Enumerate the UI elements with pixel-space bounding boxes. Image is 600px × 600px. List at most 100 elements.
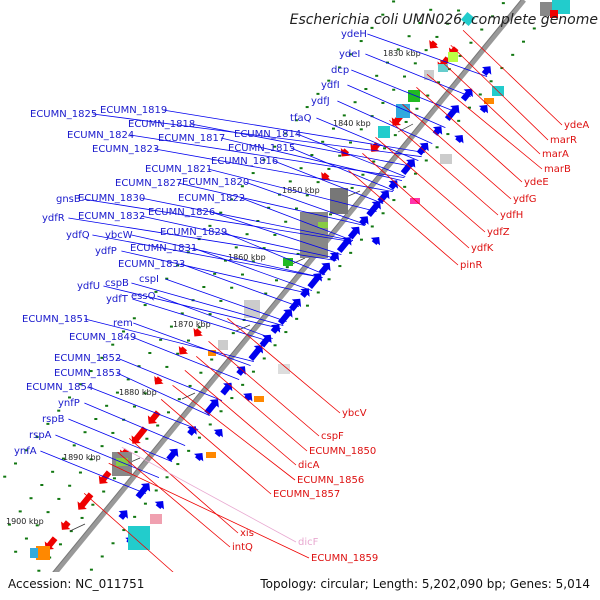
forward-gene-label: ydfJ xyxy=(311,96,330,107)
track-dot xyxy=(89,458,93,461)
feature-red xyxy=(550,10,558,18)
forward-gene-arrow xyxy=(444,105,460,121)
track-dot xyxy=(285,266,289,269)
track-dot xyxy=(273,233,277,236)
track-dot xyxy=(72,444,76,447)
reverse-label-leader xyxy=(348,169,459,266)
genome-summary-text: Topology: circular; Length: 5,202,090 bp… xyxy=(259,577,590,591)
accession-text: Accession: NC_011751 xyxy=(8,577,144,591)
track-dot xyxy=(415,107,419,110)
track-dot xyxy=(375,74,379,77)
track-dot xyxy=(407,35,411,38)
track-dot xyxy=(348,53,352,56)
track-dot xyxy=(305,304,309,307)
track-dot xyxy=(154,489,158,492)
forward-gene-label: dcp xyxy=(331,65,349,76)
track-dot xyxy=(143,502,147,505)
forward-label-leader xyxy=(84,402,186,447)
track-dot xyxy=(61,457,65,460)
track-dot xyxy=(418,22,422,25)
forward-gene-label: ybcW xyxy=(105,230,133,241)
track-dot xyxy=(404,120,408,123)
forward-gene-arrow xyxy=(236,366,246,376)
reverse-gene-arrow xyxy=(61,520,71,530)
feature-lime xyxy=(318,222,328,228)
reverse-label-leader xyxy=(160,398,272,495)
track-dot xyxy=(132,317,136,320)
track-dot xyxy=(349,141,353,144)
track-dot xyxy=(78,471,82,474)
forward-label-leader xyxy=(92,113,422,158)
track-dot xyxy=(316,181,320,184)
feature-green xyxy=(283,258,293,266)
tick-label: 1830 kbp xyxy=(383,49,421,58)
reverse-label-leader xyxy=(108,462,310,559)
reverse-gene-label: ECUMN_1859 xyxy=(311,553,378,564)
track-dot xyxy=(251,260,255,263)
track-dot xyxy=(240,185,244,188)
feature-lime xyxy=(116,458,128,466)
forward-label-leader xyxy=(133,322,251,367)
track-dot xyxy=(327,278,331,281)
feature-green xyxy=(408,90,420,102)
track-dot xyxy=(234,246,238,249)
track-dot xyxy=(458,54,462,57)
forward-gene-arrow xyxy=(300,288,310,298)
reverse-gene-arrow xyxy=(131,426,148,444)
track-dot xyxy=(359,128,363,131)
feature-lime xyxy=(448,52,458,62)
forward-gene-label: ynfP xyxy=(58,398,80,409)
forward-gene-arrow xyxy=(118,510,128,520)
forward-gene-label: cspI xyxy=(139,274,159,285)
track-dot xyxy=(68,484,72,487)
track-dot xyxy=(284,220,288,223)
track-dot xyxy=(403,75,407,78)
forward-gene-label: ECUMN_1823 xyxy=(92,144,159,155)
track-dot xyxy=(176,352,180,355)
track-dot xyxy=(426,94,430,97)
track-dot xyxy=(241,383,245,386)
track-dot xyxy=(91,503,95,506)
track-dot xyxy=(89,568,93,571)
forward-gene-label: ECUMN_1851 xyxy=(22,314,89,325)
forward-gene-label: ydfQ xyxy=(66,230,90,241)
track-dot xyxy=(137,365,141,368)
forward-gene-arrow xyxy=(481,66,492,76)
reverse-gene-arrow xyxy=(429,40,439,49)
forward-label-leader xyxy=(140,197,353,242)
track-dot xyxy=(284,331,288,334)
track-dot xyxy=(251,172,255,175)
forward-label-leader xyxy=(55,434,160,479)
forward-gene-label: ECUMN_1827 xyxy=(115,178,182,189)
forward-label-leader xyxy=(131,234,323,279)
track-dot xyxy=(296,252,300,255)
track-dot xyxy=(393,134,397,137)
track-dot xyxy=(3,475,7,478)
forward-gene-label: ydeI xyxy=(339,49,360,60)
reverse-gene-label: dicF xyxy=(298,537,319,548)
forward-gene-arrow xyxy=(213,428,223,438)
reverse-label-leader xyxy=(389,119,499,216)
forward-label-leader xyxy=(190,123,414,168)
track-dot xyxy=(262,357,266,360)
tick-line xyxy=(345,190,361,198)
forward-gene-arrow xyxy=(166,448,179,462)
forward-label-leader xyxy=(116,357,223,402)
forward-label-leader xyxy=(296,133,406,178)
track-dot xyxy=(469,41,473,44)
track-dot xyxy=(156,424,160,427)
track-dot xyxy=(197,326,201,329)
track-dot xyxy=(57,497,61,500)
forward-label-leader xyxy=(131,336,240,381)
forward-gene-label: ECUMN_1854 xyxy=(26,382,93,393)
forward-gene-label: ECUMN_1819 xyxy=(100,105,167,116)
forward-gene-label: ECUMN_1825 xyxy=(30,109,97,120)
forward-gene-arrow xyxy=(347,226,360,240)
feature-grey xyxy=(540,2,552,16)
track-dot xyxy=(69,530,73,533)
track-dot xyxy=(383,147,387,150)
track-dot xyxy=(364,88,368,91)
track-dot xyxy=(51,470,55,473)
forward-label-leader xyxy=(365,53,471,98)
